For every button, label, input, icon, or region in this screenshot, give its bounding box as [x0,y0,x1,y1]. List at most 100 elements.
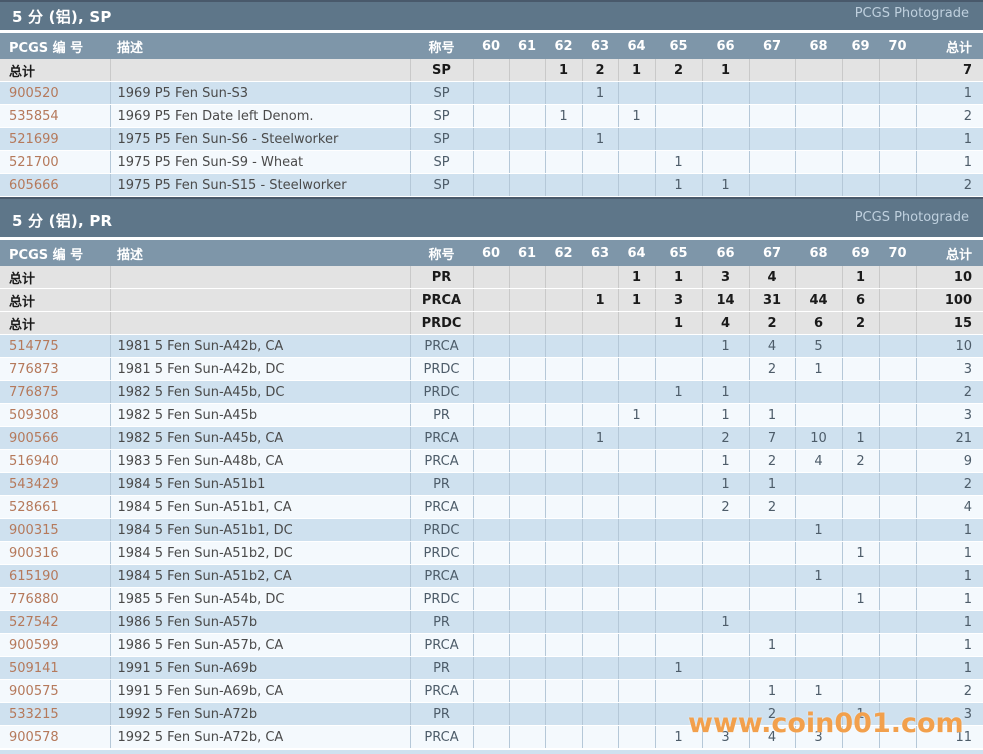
grade-64-cell [617,150,655,174]
column-header-grade-66: 66 [702,240,749,266]
pcgs-number-link[interactable]: 533215 [0,702,110,726]
pcgs-number-link[interactable]: 535854 [0,104,110,128]
total-count-cell: 1 [915,541,983,565]
grade-65-cell [654,81,702,105]
grade-70-cell [878,679,916,703]
grade-60-cell [472,426,509,450]
pcgs-number-link[interactable]: 776873 [0,357,110,381]
grade-60-cell [472,59,509,82]
total-count-cell: 15 [915,311,983,335]
pcgs-number-link[interactable]: 900566 [0,426,110,450]
pcgs-number-link[interactable]: 514775 [0,334,110,358]
grade-70-cell [878,266,916,289]
grade-70-cell [878,702,916,726]
description-cell: 1991 5 Fen Sun-A69b [109,656,410,680]
grade-62-cell [544,334,582,358]
grade-68-cell: 44 [794,288,842,312]
total-label-cell: 总计 [0,266,110,289]
description-cell: 1983 5 Fen Sun-A48b, CA [109,449,410,473]
pcgs-number-link[interactable]: 900316 [0,541,110,565]
pcgs-number-link[interactable]: 543429 [0,472,110,496]
column-header-pcgs-number: PCGS 编 号 [0,240,110,266]
grade-68-cell [794,380,842,404]
pcgs-number-link[interactable]: 605666 [0,173,110,197]
grade-64-cell: 1 [617,266,655,289]
pcgs-number-link[interactable]: 509308 [0,403,110,427]
total-row: 总计 PRDC 1 4 2 6 2 15 [0,311,983,335]
pcgs-number-link[interactable]: 509141 [0,656,110,680]
description-cell [109,311,410,335]
designation-cell: PRCA [409,449,473,473]
photograde-link[interactable]: PCGS Photograde [854,6,969,21]
pcgs-number-link[interactable]: 516940 [0,449,110,473]
pcgs-number-link[interactable]: 900575 [0,679,110,703]
grade-60-cell [472,173,509,197]
pcgs-number-link[interactable]: 521700 [0,150,110,174]
grade-68-cell: 6 [794,311,842,335]
pcgs-number-link[interactable]: 615190 [0,564,110,588]
grade-66-cell: 1 [701,334,749,358]
grade-69-cell: 2 [841,311,879,335]
grade-61-cell [508,633,545,657]
grade-70-cell [878,426,916,450]
grade-66-cell [701,357,749,381]
grade-70-cell [878,380,916,404]
total-count-cell: 2 [915,380,983,404]
pcgs-number-link[interactable]: 521699 [0,127,110,151]
grade-61-cell [508,81,545,105]
grade-65-cell [654,564,702,588]
grade-62-cell [544,495,582,519]
grade-69-cell [841,495,879,519]
grade-68-cell [794,266,842,289]
pcgs-number-link[interactable]: 776875 [0,380,110,404]
column-header-grade-68: 68 [795,33,842,59]
grade-64-cell [617,610,655,634]
grade-66-cell [701,656,749,680]
grade-61-cell [508,495,545,519]
grade-64-cell [617,311,655,335]
column-header-grade-65: 65 [655,33,702,59]
grade-63-cell [581,725,618,749]
photograde-link[interactable]: PCGS Photograde [854,210,969,225]
pcgs-number-link[interactable]: 776880 [0,587,110,611]
pcgs-number-link[interactable]: 528661 [0,495,110,519]
coin-row: 521700 1975 P5 Fen Sun-S9 - Wheat SP 1 1 [0,150,983,174]
grade-61-cell [508,541,545,565]
pcgs-number-link[interactable]: 900599 [0,633,110,657]
grade-63-cell [581,403,618,427]
pcgs-number-link[interactable]: 900315 [0,518,110,542]
grade-60-cell [472,449,509,473]
total-row: 总计 PR 1 1 3 4 1 10 [0,266,983,289]
grade-70-cell [878,610,916,634]
pcgs-number-link[interactable]: 900520 [0,81,110,105]
grade-67-cell [748,380,795,404]
pcgs-number-link[interactable]: 900578 [0,725,110,749]
grade-64-cell: 1 [617,59,655,82]
grade-64-cell [617,472,655,496]
pcgs-number-link[interactable]: 527542 [0,610,110,634]
description-cell: 1981 5 Fen Sun-A42b, CA [109,334,410,358]
grade-63-cell [581,610,618,634]
grade-62-cell [544,357,582,381]
grade-60-cell [472,610,509,634]
grade-67-cell: 4 [748,725,795,749]
grade-66-cell: 14 [701,288,749,312]
grade-63-cell [581,173,618,197]
grade-65-cell: 3 [654,288,702,312]
grade-70-cell [878,81,916,105]
grade-65-cell [654,426,702,450]
designation-cell: PRCA [409,633,473,657]
grade-62-cell [544,702,582,726]
total-count-cell: 2 [915,173,983,197]
section-header-bar: 5 分 (铝), PR PCGS Photograde [0,197,983,237]
designation-cell: PR [409,702,473,726]
grade-66-cell [701,633,749,657]
description-cell: 1975 P5 Fen Sun-S15 - Steelworker [109,173,410,197]
grade-60-cell [472,357,509,381]
coin-row: 776880 1985 5 Fen Sun-A54b, DC PRDC 1 1 [0,587,983,611]
grade-68-cell: 5 [794,334,842,358]
clipped-next-row [0,749,983,754]
grade-61-cell [508,587,545,611]
total-count-cell: 9 [915,449,983,473]
grade-62-cell [544,679,582,703]
